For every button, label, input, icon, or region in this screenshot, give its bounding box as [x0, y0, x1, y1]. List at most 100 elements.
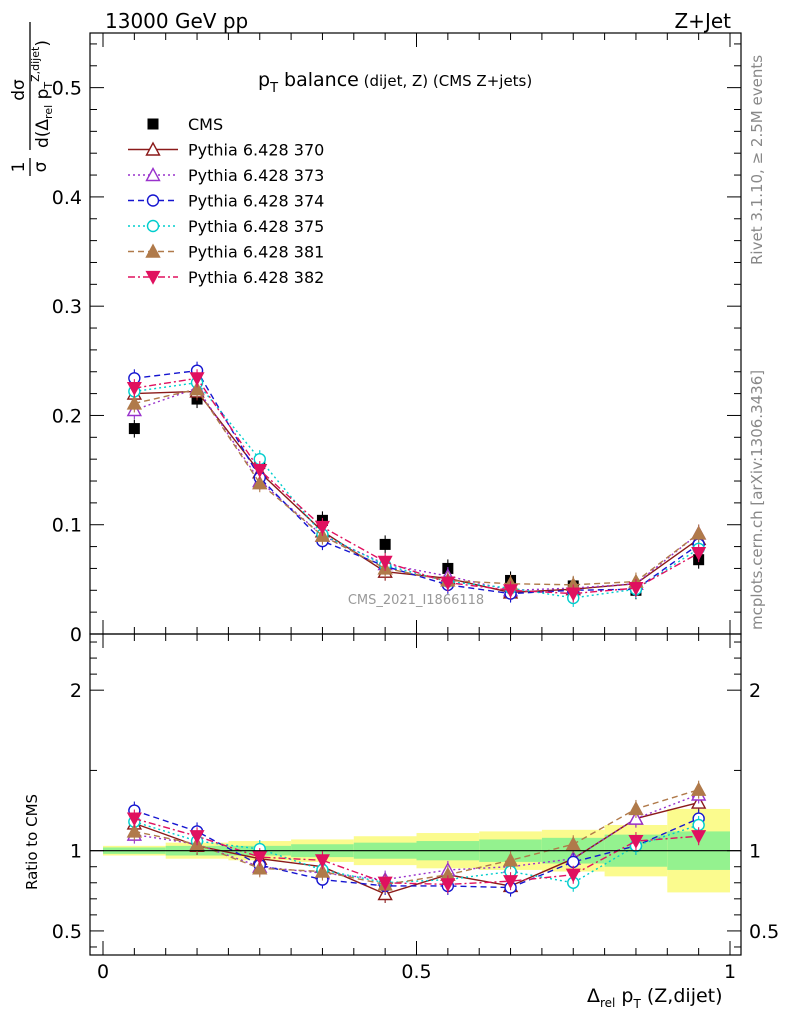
xlabel-delta: Δ: [587, 985, 600, 1007]
ylabel-bottom: Ratio to CMS: [23, 794, 41, 890]
series-pythia-6-428-381: [126, 780, 707, 894]
x-tick-label: 1: [724, 961, 736, 983]
data-point: [252, 860, 268, 875]
data-point: [377, 555, 393, 570]
title-p: p: [258, 69, 270, 91]
data-point: [502, 852, 519, 867]
data-point: [126, 395, 143, 410]
series-line: [134, 821, 699, 884]
data-point: [628, 800, 644, 816]
data-point: [189, 830, 205, 844]
series-cms: [128, 390, 705, 600]
series-line: [134, 387, 700, 591]
legend-marker: [145, 270, 161, 285]
ylabel-dden-p: p: [33, 89, 53, 105]
title-rest: balance: [278, 69, 359, 91]
rivet-label: Rivet 3.1.10, ≥ 2.5M events: [748, 55, 766, 265]
series-pythia-6-428-382: [126, 809, 707, 894]
series-line: [134, 381, 700, 599]
y-tick-label: 1: [70, 841, 82, 863]
data-point: [252, 850, 268, 865]
header-right: Z+Jet: [674, 9, 731, 33]
y-tick-label: 0.1: [52, 515, 82, 537]
data-point: [628, 834, 644, 849]
xlabel-p: p: [615, 985, 633, 1007]
ylabel-frac-num: 1: [9, 162, 29, 173]
data-point: [126, 382, 142, 396]
y-tick-label: 0.2: [52, 405, 82, 427]
series-pythia-6-428-381: [126, 380, 707, 594]
data-point: [565, 836, 581, 851]
xlabel-T: T: [633, 997, 642, 1011]
data-point: [189, 372, 205, 387]
data-point: [314, 854, 330, 869]
legend-marker: [145, 167, 161, 182]
legend-label: Pythia 6.428 382: [188, 268, 324, 287]
y-tick-label: 0.3: [52, 296, 82, 318]
data-point: [126, 823, 143, 838]
data-point: [691, 547, 707, 561]
data-point: [690, 525, 707, 540]
data-point: [128, 423, 140, 435]
data-point: [252, 463, 268, 478]
data-point: [690, 781, 707, 796]
data-point: [377, 876, 393, 891]
y-tick-label-right: 2: [749, 680, 761, 702]
data-point: [628, 810, 644, 825]
xlabel-rest: (Z,dijet): [641, 985, 723, 1007]
ylabel-dnum: dσ: [9, 79, 29, 101]
legend-label: Pythia 6.428 374: [188, 192, 324, 211]
series-pythia-6-428-382: [126, 369, 707, 603]
title-sub: T: [269, 81, 278, 96]
series-pythia-6-428-374: [128, 361, 705, 603]
data-point: [628, 582, 644, 596]
plot-title: pT balance (dijet, Z) (CMS Z+jets): [258, 69, 532, 96]
legend-marker: [146, 194, 160, 207]
y-tick-label-right: 1: [749, 841, 761, 863]
ylabel-dden-T: T: [42, 82, 55, 90]
data-point: [252, 475, 268, 490]
title-small: (dijet, Z) (CMS Z+jets): [359, 72, 532, 90]
data-point: [565, 587, 581, 602]
y-tick-label-right: 0.5: [749, 921, 779, 943]
legend-entry: Pythia 6.428 374: [128, 192, 324, 211]
legend: CMS Pythia 6.428 370 Pythia 6.428 373 Pythi…: [128, 115, 324, 287]
ylabel-frac-den: σ: [31, 161, 51, 172]
series-line: [134, 809, 699, 889]
ylabel-dden-sup: Z,dijet: [29, 46, 42, 82]
ylabel-dden: d(Δrel pTZ,dijet): [29, 40, 55, 148]
data-point: [189, 381, 205, 396]
data-point: [565, 868, 581, 883]
data-point: [503, 875, 519, 889]
axis-ticks: 0 0.5 1 0 0.1 0.2 0.3 0.4 0.5 0.5 0.5 1 1 2 2: [52, 33, 779, 983]
data-point: [440, 576, 456, 591]
ylabel-dden-close: ): [33, 40, 53, 47]
x-tick-label: 0.5: [401, 961, 431, 983]
xlabel: Δrel pT (Z,dijet): [587, 985, 723, 1011]
ratio-series: [126, 780, 707, 904]
data-point: [503, 584, 519, 599]
legend-entry: Pythia 6.428 381: [128, 243, 324, 262]
data-point: [440, 878, 456, 893]
xlabel-rel: rel: [600, 996, 615, 1010]
legend-entry: Pythia 6.428 382: [128, 268, 324, 287]
legend-label: Pythia 6.428 381: [188, 243, 324, 262]
legend-entry: CMS: [147, 115, 223, 134]
legend-entry: Pythia 6.428 375: [128, 217, 324, 236]
series-pythia-6-428-373: [126, 379, 707, 600]
y-tick-label: 0.4: [52, 187, 82, 209]
data-point: [126, 812, 142, 827]
series-line: [134, 388, 700, 586]
analysis-watermark: CMS_2021_I1866118: [348, 593, 484, 608]
series-line: [134, 801, 699, 895]
ylabel-dden-rel: rel: [42, 105, 55, 119]
y-tick-label: 0.5: [52, 78, 82, 100]
legend-entry: Pythia 6.428 373: [128, 166, 324, 185]
data-point: [691, 830, 707, 844]
series-line: [134, 817, 699, 886]
ylabel-top: 1 σ dσ d(Δrel pTZ,dijet): [9, 22, 55, 176]
mcplots-label: mcplots.cern.ch [arXiv:1306.3436]: [748, 370, 766, 630]
data-point: [314, 863, 331, 878]
legend-label: CMS: [188, 115, 223, 134]
